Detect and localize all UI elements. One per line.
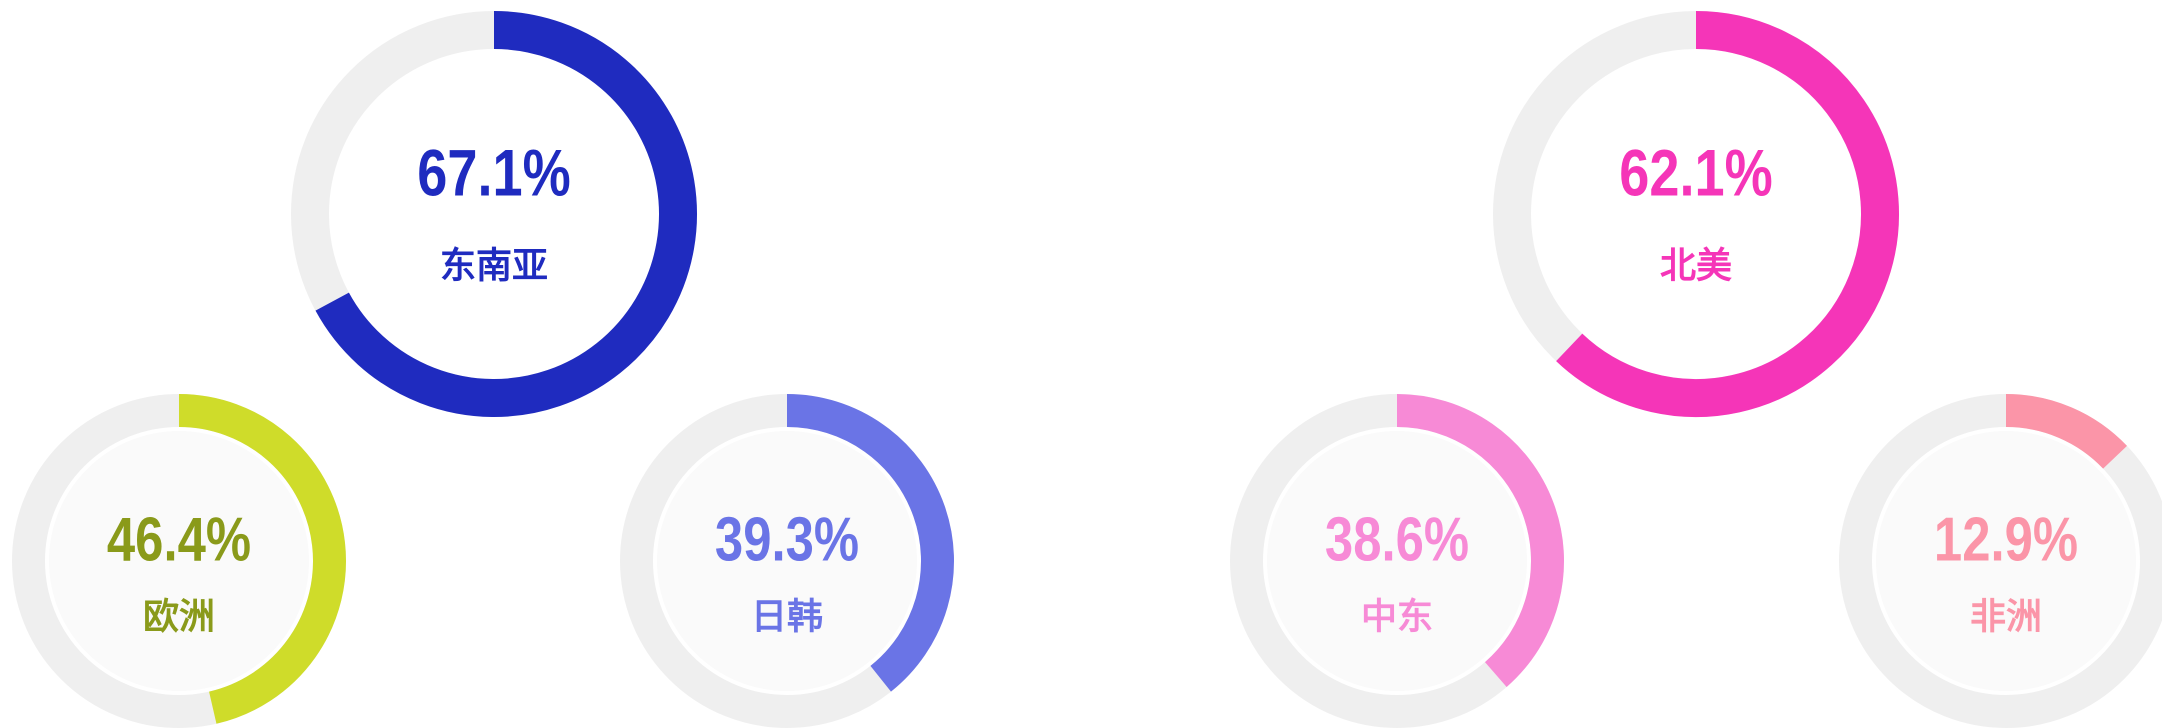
value-label: 67.1% <box>417 135 570 209</box>
ring-arc <box>786 394 954 692</box>
inner-disc <box>49 431 309 691</box>
region-label: 日韩 <box>751 596 823 637</box>
region-label: 中东 <box>1361 596 1433 637</box>
value-label: 38.6% <box>1325 506 1469 575</box>
inner-disc <box>1267 431 1527 691</box>
ring-arc <box>1556 11 1899 417</box>
region-label: 北美 <box>1660 245 1732 286</box>
inner-disc <box>1876 431 2136 691</box>
ring-arc <box>178 394 346 724</box>
region-label: 东南亚 <box>440 245 548 286</box>
ring-arc <box>1396 394 1564 687</box>
ring-arc <box>315 11 697 417</box>
inner-disc <box>657 431 917 691</box>
value-label: 46.4% <box>107 506 251 575</box>
region-label: 非洲 <box>1970 596 2042 637</box>
region-label: 欧洲 <box>143 596 215 637</box>
value-label: 12.9% <box>1934 506 2078 575</box>
value-label: 39.3% <box>715 506 859 575</box>
ring-arc <box>2005 394 2128 469</box>
value-label: 62.1% <box>1619 135 1772 209</box>
